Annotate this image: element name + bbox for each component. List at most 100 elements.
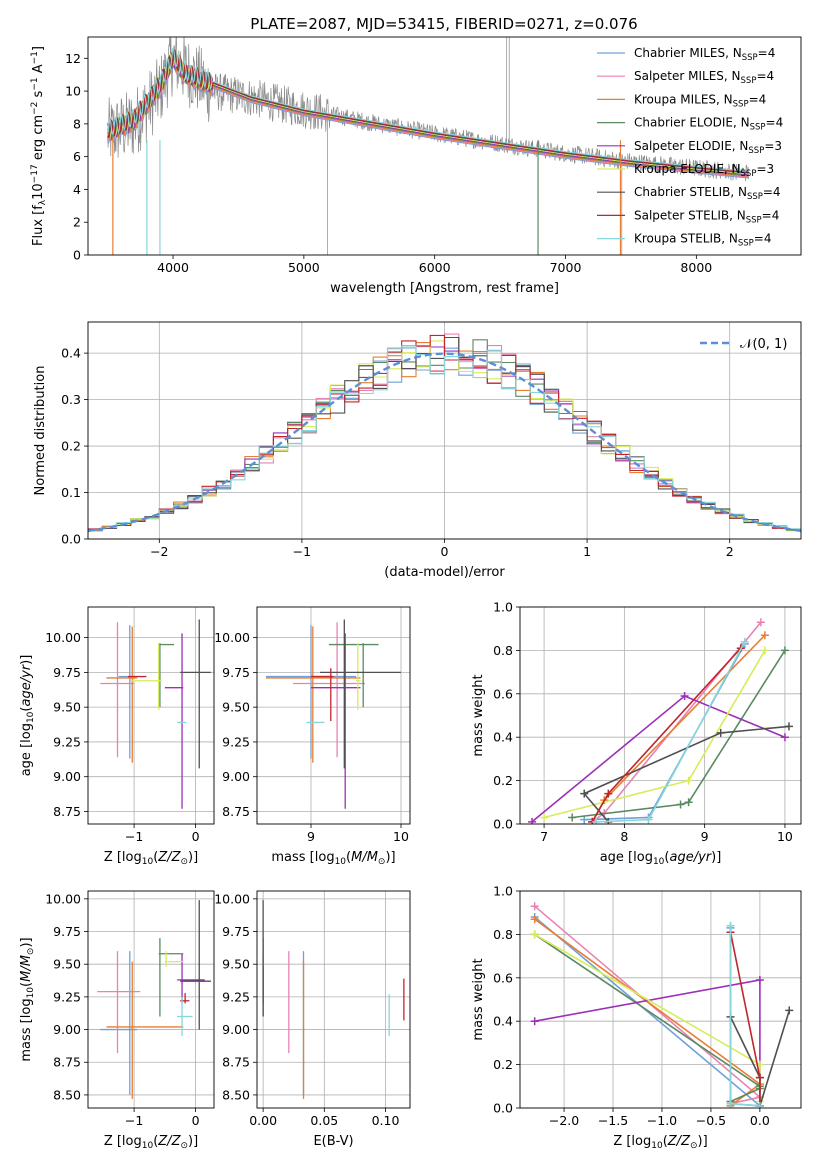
weight-marker	[755, 1101, 764, 1108]
x-tick-label: −1.5	[598, 1113, 628, 1128]
y-tick-label: 0.0	[493, 817, 513, 832]
model-spectrum-6	[107, 49, 749, 174]
y-tick-label: 0.8	[493, 643, 513, 658]
mass-vs-metallicity-plot: −1 0 8.50 8.75 9.00 9.25 9.50 9.75 10.00 Z [log10…	[19, 890, 215, 1151]
weight-marker	[528, 817, 537, 824]
y-tick-label: 0.1	[61, 485, 81, 500]
y-tick-label: 0.2	[493, 773, 513, 788]
weight-marker	[530, 1017, 539, 1026]
plot-frame	[87, 36, 802, 256]
y-axis-label: mass [log10(M/M⊙)]	[19, 937, 36, 1061]
x-tick-label: 2	[726, 544, 734, 559]
x-tick-label: −1	[293, 544, 311, 559]
weight-marker	[785, 1006, 794, 1015]
weight-marker	[755, 975, 764, 984]
legend-label: Kroupa ELODIE, NSSP=3	[634, 162, 774, 179]
y-tick-label: 10.00	[45, 630, 81, 645]
y-tick-label: 9.50	[222, 957, 250, 972]
weight-marker	[604, 789, 613, 798]
x-tick-label: 1	[583, 544, 591, 559]
age-vs-mass-plot: 9 10 8.75 9.00 9.25 9.50 9.75 10.00 mass [log10(…	[214, 606, 411, 867]
axis-ticks: −2 −1 0 1 2 0.0 0.1 0.2 0.3 0.4	[61, 346, 734, 559]
y-tick-label: 0.3	[61, 392, 81, 407]
y-tick-label: 10.00	[214, 630, 250, 645]
weight-marker	[680, 691, 689, 700]
plot-frame	[519, 890, 802, 1109]
y-tick-label: 8.50	[53, 1087, 81, 1102]
weight-marker	[726, 1099, 735, 1108]
y-tick-label: 4	[73, 182, 81, 197]
legend-label: Salpeter ELODIE, NSSP=3	[634, 139, 782, 156]
y-tick-label: 0.6	[493, 970, 513, 985]
model-spectrum-3	[107, 52, 749, 177]
y-tick-label: 0.0	[493, 1101, 513, 1116]
weight-marker	[760, 646, 769, 655]
y-tick-label: 8.75	[53, 804, 81, 819]
x-axis-label: age [log10(age/yr)]	[600, 850, 722, 867]
plot-frame	[87, 606, 215, 825]
error-bars	[266, 619, 401, 809]
plot-frame	[87, 890, 215, 1109]
x-axis-label: wavelength [Angstrom, rest frame]	[330, 281, 559, 296]
grid-lines	[257, 891, 410, 1108]
weight-marker	[530, 902, 539, 911]
x-tick-label: 0.10	[372, 1113, 400, 1128]
x-tick-label: 0	[192, 829, 200, 844]
y-tick-label: 10	[65, 84, 81, 99]
weight-marker	[580, 815, 589, 824]
weight-marker	[530, 930, 539, 939]
axis-ticks: −2.0 −1.5 −1.0 −0.5 0.0 0.0 0.2 0.4 0.6 0.8 1.0	[493, 884, 770, 1129]
plot-frame	[256, 606, 411, 825]
x-axis-label: Z [log10(Z/Z⊙)]	[104, 850, 198, 867]
y-tick-label: 9.25	[222, 989, 250, 1004]
figure-title: PLATE=2087, MJD=53415, FIBERID=0271, z=0…	[250, 15, 637, 33]
y-tick-label: 9.75	[222, 665, 250, 680]
model-spectrum-5	[107, 50, 749, 175]
y-tick-label: 6	[73, 149, 81, 164]
x-axis-label: Z [log10(Z/Z⊙)]	[613, 1134, 707, 1151]
y-tick-label: 9.25	[222, 734, 250, 749]
y-tick-label: 1.0	[493, 600, 513, 615]
weight-marker	[684, 798, 693, 807]
x-tick-label: 0.00	[249, 1113, 277, 1128]
y-tick-label: 9.00	[53, 769, 81, 784]
weight-series	[528, 618, 793, 824]
x-tick-label: −1	[125, 1113, 143, 1128]
grid-lines	[88, 607, 214, 824]
spectrum-plot: 4000 5000 6000 7000 8000 0 2 4 6 8 10 12 wavelength …	[30, 36, 802, 296]
x-tick-label: 6000	[419, 260, 451, 275]
mass-vs-reddening-plot: 0.00 0.05 0.10 8.50 8.75 9.00 9.25 9.50 9.75 10.0…	[214, 890, 411, 1149]
x-tick-label: 10	[777, 829, 793, 844]
x-tick-label: 7	[540, 829, 548, 844]
spectrum-lines	[107, 37, 750, 255]
x-tick-label: 0.05	[310, 1113, 338, 1128]
residual-histogram-plot: −2 −1 0 1 2 0.0 0.1 0.2 0.3 0.4 (data-model)/error…	[33, 321, 802, 580]
y-tick-label: 9.75	[53, 665, 81, 680]
x-tick-label: 9	[701, 829, 709, 844]
weight-marker	[676, 800, 685, 809]
weight-marker	[568, 813, 577, 822]
histograms	[88, 333, 801, 534]
y-tick-label: 0.4	[493, 730, 513, 745]
weight-series	[530, 902, 794, 1108]
x-tick-label: 7000	[550, 260, 582, 275]
y-tick-label: 10.00	[214, 891, 250, 906]
model-spectrum-1	[107, 51, 749, 178]
weight-line-3	[572, 649, 786, 819]
y-tick-label: 9.75	[53, 924, 81, 939]
y-tick-label: 9.25	[53, 734, 81, 749]
x-tick-label: 0	[192, 1113, 200, 1128]
y-tick-label: 9.00	[222, 769, 250, 784]
legend-label: Kroupa MILES, NSSP=4	[634, 92, 766, 109]
spectrum-legend: Chabrier MILES, NSSP=4 Salpeter MILES, NS…	[597, 46, 783, 249]
y-tick-label: 0.4	[493, 1014, 513, 1029]
weight-vs-metallicity-plot: −2.0 −1.5 −1.0 −0.5 0.0 0.0 0.2 0.4 0.6 0.8 1.0 Z […	[471, 884, 802, 1151]
weight-marker	[784, 722, 793, 731]
normal-curve	[88, 352, 801, 533]
error-bars	[262, 900, 405, 1099]
y-tick-label: 8.50	[222, 1087, 250, 1102]
y-tick-label: 9.50	[53, 700, 81, 715]
weight-marker	[755, 1073, 764, 1082]
x-axis-label: mass [log10(M/M⊙)]	[271, 850, 395, 867]
